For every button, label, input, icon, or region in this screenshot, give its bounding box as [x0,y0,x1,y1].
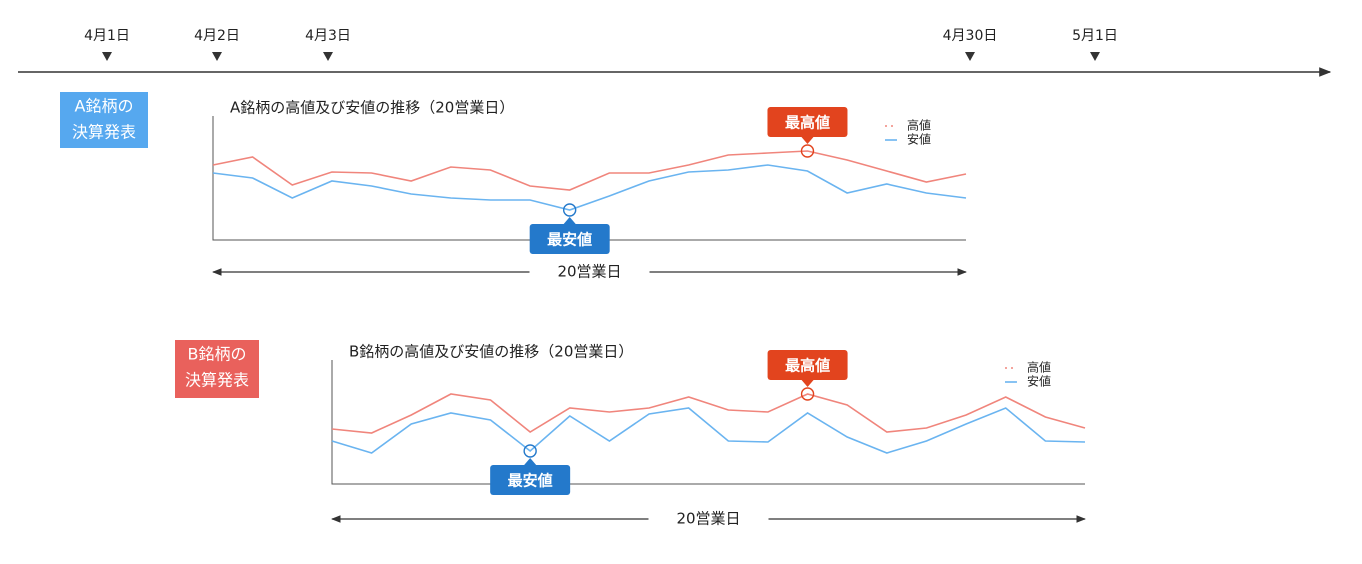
chart-title: A銘柄の高値及び安値の推移（20営業日） [230,99,514,117]
timeline-label: 4月3日 [305,28,351,44]
timeline-label: 4月1日 [84,28,130,44]
timeline-marker [102,52,112,61]
badge-text: 決算発表 [185,371,249,390]
extreme-point [523,444,537,458]
timeline-label: 5月1日 [1072,28,1118,44]
callout [490,465,571,495]
span-label: 20営業日 [676,510,740,528]
extreme-point [562,203,577,217]
legend-label: 安値 [1027,374,1051,389]
badge [175,340,259,398]
series-line [331,407,1086,454]
span-label: 20営業日 [557,263,621,281]
badge-text: A銘柄の [75,97,134,116]
callout [767,350,848,380]
series-line [212,150,967,191]
timeline-label: 4月2日 [194,28,240,44]
extreme-point [800,387,815,401]
callout-tip [801,380,814,387]
series-line [331,393,1086,434]
callout [529,224,610,254]
badge-text: 決算発表 [72,123,136,142]
legend-label: 安値 [907,132,931,147]
callout-tip [563,217,576,224]
timeline-marker [323,52,333,61]
callout [767,107,848,137]
timeline-marker [1090,52,1100,61]
legend-label: 高値 [1027,360,1051,375]
timeline-label: 4月30日 [943,28,998,44]
callout-label: 最安値 [508,472,553,490]
timeline-marker [212,52,222,61]
badge-text: B銘柄の [188,345,247,364]
axes [331,360,1085,485]
legend-label: 高値 [907,118,931,133]
series-line [212,164,967,211]
extreme-point [800,144,815,158]
callout-tip [524,458,537,465]
badge [60,92,148,148]
callout-tip [801,137,814,144]
timeline-marker [965,52,975,61]
chart-title: B銘柄の高値及び安値の推移（20営業日） [349,343,633,361]
callout-label: 最安値 [547,231,592,249]
axes [212,116,966,241]
callout-label: 最高値 [785,357,830,375]
callout-label: 最高値 [785,114,830,132]
